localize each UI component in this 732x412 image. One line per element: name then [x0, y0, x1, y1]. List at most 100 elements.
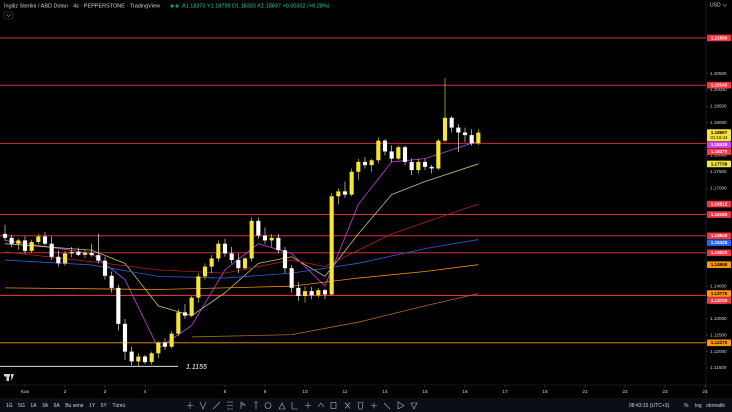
candle-body	[229, 253, 234, 261]
y-tick-label: 1.19500	[710, 104, 727, 109]
tool-eraser[interactable]	[383, 402, 391, 410]
collapse-button[interactable]	[3, 11, 14, 20]
range-button[interactable]: 5G	[18, 403, 25, 409]
candle-body	[29, 242, 34, 251]
candle-body	[369, 160, 374, 166]
tool-trash[interactable]	[357, 402, 364, 410]
tool-cross[interactable]	[199, 401, 207, 410]
candle-body	[289, 268, 294, 288]
tool-magnet[interactable]	[317, 402, 325, 408]
price-badge-label: 1.15426	[711, 240, 728, 245]
price-badge-label: 1.21590	[711, 35, 728, 40]
candle-body	[109, 275, 114, 288]
price-badge-label: 1.18436	[711, 142, 728, 147]
tool-fib[interactable]	[227, 401, 233, 410]
candle-body	[16, 240, 21, 244]
tool-brush[interactable]	[240, 401, 246, 409]
range-button[interactable]: 6A	[54, 403, 61, 409]
x-tick-label: 3	[104, 389, 107, 395]
candle-body	[402, 147, 408, 162]
chart-title: İngiliz Sterlini / ABD Doları · 4s · PEP…	[4, 2, 160, 9]
moving-average	[4, 239, 479, 279]
price-badge	[707, 148, 731, 156]
candle-body	[329, 196, 334, 295]
candle-body	[389, 151, 394, 159]
x-tick-label: 4	[144, 389, 147, 395]
candle-body	[436, 140, 441, 169]
price-badge	[707, 249, 731, 257]
candle-body	[216, 243, 221, 259]
candle-body	[22, 240, 28, 251]
candle-body	[36, 236, 41, 243]
logo-part	[11, 374, 14, 381]
tool-hide[interactable]	[344, 402, 351, 409]
price-badge	[707, 297, 731, 304]
range-button[interactable]: 5Y	[101, 403, 108, 409]
y-tick-label: 1.13000	[710, 316, 727, 321]
tool-line[interactable]	[212, 401, 221, 410]
candle-body	[242, 258, 248, 269]
candle-body	[469, 135, 474, 144]
tool-cursor[interactable]	[187, 402, 193, 409]
candle-body	[142, 356, 148, 363]
x-tick-label: 24	[702, 389, 708, 395]
tool-more[interactable]	[410, 402, 418, 410]
tool-prediction[interactable]	[278, 402, 286, 410]
candle-body	[342, 191, 348, 195]
candle-body	[2, 233, 8, 238]
candle-body	[422, 161, 428, 167]
price-badge-label: 1.13776	[711, 291, 728, 296]
percent-toggle[interactable]: %	[684, 403, 689, 409]
y-tick-label: 1.17000	[710, 185, 727, 190]
candle-body	[116, 287, 121, 324]
candle-body	[96, 255, 101, 261]
tool-measure[interactable]	[291, 402, 298, 410]
tool-text[interactable]	[254, 401, 258, 409]
candle-body	[302, 291, 308, 297]
candle-body	[409, 161, 414, 171]
range-button[interactable]: Tümü	[112, 403, 125, 409]
y-tick-label: 1.20500	[710, 71, 727, 76]
candle-body	[89, 252, 94, 256]
range-button[interactable]: 1G	[6, 403, 13, 409]
tool-zoom[interactable]	[305, 402, 311, 409]
tool-pattern[interactable]	[264, 402, 272, 409]
candle-body	[269, 237, 274, 241]
annotation-label: 1.1155	[186, 364, 207, 371]
candle-body	[122, 323, 128, 352]
candle-body	[9, 237, 14, 244]
tool-replay[interactable]	[397, 401, 405, 410]
currency-label[interactable]: USD	[710, 2, 721, 8]
tool-lock[interactable]	[330, 402, 337, 409]
range-button[interactable]: 1Y	[89, 403, 96, 409]
candle-body	[56, 256, 61, 264]
candle-body	[249, 220, 254, 259]
x-tick-label: 22	[622, 389, 628, 395]
x-tick-label: 15	[422, 389, 428, 395]
candle-body	[316, 290, 321, 296]
log-toggle[interactable]: log	[695, 403, 702, 409]
candle-body	[336, 191, 341, 197]
moving-average	[4, 140, 479, 349]
price-badge-label: 1.14658	[711, 262, 728, 267]
x-tick-label: Kas	[21, 389, 30, 395]
drawing-tools	[187, 401, 418, 410]
x-tick-label: 2	[64, 389, 67, 395]
range-button[interactable]: Bu sene	[65, 403, 84, 409]
range-button[interactable]: 1A	[30, 403, 37, 409]
range-button[interactable]: 3A	[42, 403, 49, 409]
candle-body	[102, 260, 108, 276]
auto-toggle[interactable]: otomatik	[706, 403, 725, 409]
candle-body	[309, 291, 314, 296]
tool-favorite[interactable]	[371, 402, 377, 409]
price-badge-label: 1.13720	[711, 298, 728, 303]
candle-body	[429, 166, 434, 169]
candle-body	[129, 351, 134, 362]
countdown-label: 01:16:44	[710, 135, 728, 140]
candle-body	[202, 266, 208, 277]
candle-body	[282, 250, 288, 269]
y-tick-label: 1.19000	[710, 120, 727, 125]
y-tick-label: 1.12500	[710, 332, 727, 337]
x-tick-label: 10	[302, 389, 308, 395]
